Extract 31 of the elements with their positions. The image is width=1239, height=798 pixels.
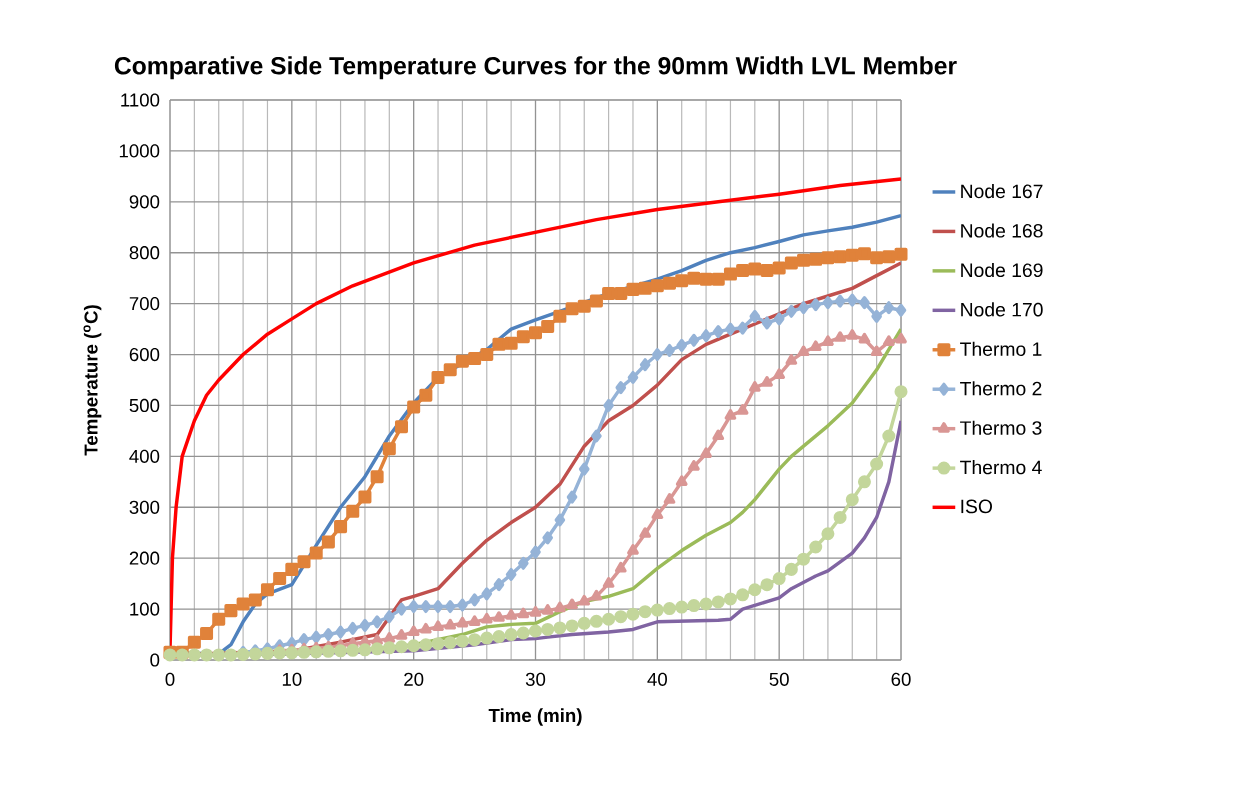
y-tick-label: 700 xyxy=(129,297,160,311)
legend-label: Node 168 xyxy=(961,223,1043,238)
x-tick-label: 20 xyxy=(404,672,424,686)
x-tick-label: 60 xyxy=(891,672,911,686)
y-tick-label: 900 xyxy=(129,195,160,209)
legend-label: Thermo 2 xyxy=(960,381,1042,396)
x-tick-label: 50 xyxy=(769,672,789,686)
y-tick-label: 200 xyxy=(129,551,160,565)
legend-label: ISO xyxy=(961,499,993,514)
y-tick-label: 500 xyxy=(129,398,160,413)
legend-label: Node 167 xyxy=(961,183,1043,199)
x-tick-label: 40 xyxy=(647,672,667,686)
y-tick-label: 1100 xyxy=(121,93,160,107)
legend-label: Node 169 xyxy=(961,262,1043,278)
chart-title: Comparative Side Temperature Curves for the 90mm Width LVL Member xyxy=(114,56,957,80)
y-axis-title: Temperature ($^{o}$C) xyxy=(83,305,102,456)
legend-label: Thermo 4 xyxy=(960,460,1042,475)
y-tick-label: 1000 xyxy=(119,144,160,158)
legend-label: Thermo 3 xyxy=(960,420,1042,435)
legend-label: Node 170 xyxy=(961,302,1043,317)
x-tick-label: 30 xyxy=(525,672,546,686)
x-tick-label: 0 xyxy=(165,672,175,686)
y-tick-label: 600 xyxy=(129,347,160,362)
y-tick-label: 800 xyxy=(129,246,160,260)
y-tick-label: 400 xyxy=(129,449,160,463)
y-tick-label: 300 xyxy=(129,500,160,514)
legend-label: Thermo 1 xyxy=(960,341,1042,356)
x-axis-title: Time (min) xyxy=(488,708,582,726)
x-tick-label: 10 xyxy=(282,672,302,686)
y-tick-label: 100 xyxy=(130,602,160,616)
y-tick-label: 0 xyxy=(150,653,160,667)
